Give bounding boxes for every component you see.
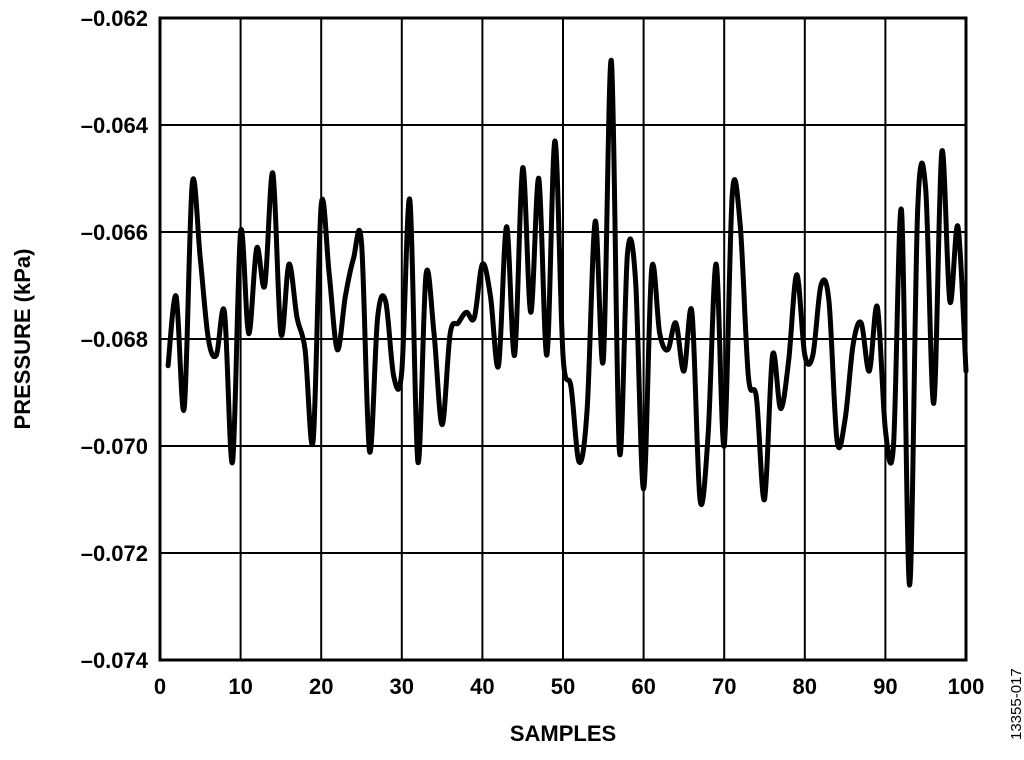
data-points: [166, 59, 968, 587]
x-tick-label: 40: [470, 674, 494, 699]
y-axis-title: PRESSURE (kPa): [10, 249, 35, 430]
y-tick-label: –0.072: [81, 541, 148, 566]
y-tick-label: –0.064: [81, 113, 149, 138]
x-tick-label: 60: [631, 674, 655, 699]
x-tick-label: 30: [390, 674, 414, 699]
y-tick-label: –0.074: [81, 648, 149, 673]
x-tick-label: 20: [309, 674, 333, 699]
x-tick-label: 10: [228, 674, 252, 699]
y-tick-labels: –0.062 –0.064 –0.066 –0.068 –0.070 –0.072 –0.0…: [81, 6, 149, 673]
x-tick-label: 0: [154, 674, 166, 699]
x-tick-label: 90: [873, 674, 897, 699]
x-axis-title: SAMPLES: [510, 721, 616, 746]
y-tick-label: –0.062: [81, 6, 148, 31]
x-tick-label: 100: [948, 674, 985, 699]
pressure-series-line: [165, 58, 969, 588]
figure-id-label: 13355-017: [1008, 668, 1024, 740]
x-tick-labels: 0 10 20 30 40 50 60 70 80 90 100: [154, 674, 984, 699]
x-tick-label: 50: [551, 674, 575, 699]
y-tick-label: –0.066: [81, 220, 148, 245]
x-tick-label: 70: [712, 674, 736, 699]
y-tick-label: –0.068: [81, 327, 148, 352]
y-tick-label: –0.070: [81, 434, 148, 459]
x-tick-label: 80: [793, 674, 817, 699]
